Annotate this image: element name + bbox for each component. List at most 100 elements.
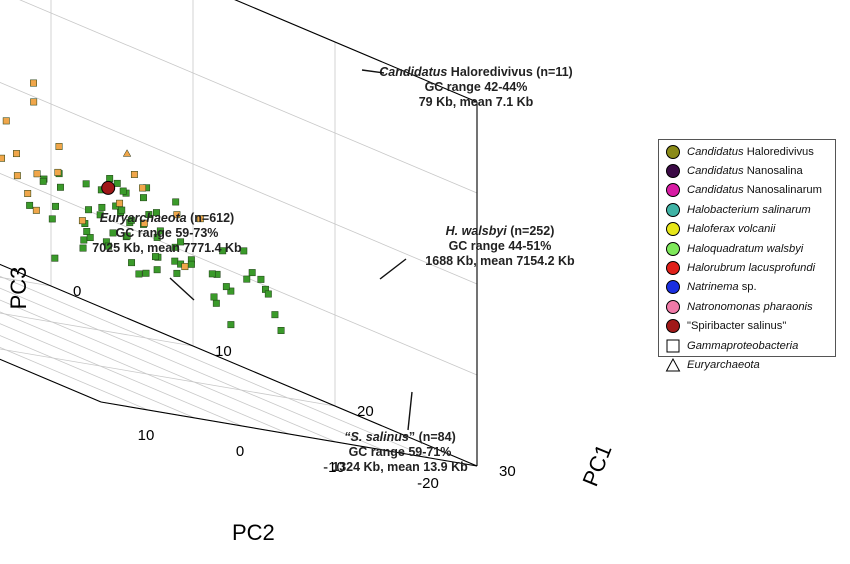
point-s-salinus: [177, 238, 185, 246]
tick-label-pc1: 0: [73, 283, 81, 300]
point-s-salinus: [153, 233, 161, 241]
point-gammaproteobacteria-orange: [139, 184, 147, 192]
point-s-salinus: [171, 257, 179, 265]
circle-marker-icon: [665, 279, 681, 295]
point-s-salinus: [240, 247, 248, 255]
triangle-marker-icon: [665, 357, 681, 373]
point-s-salinus: [96, 211, 104, 219]
point-gammaproteobacteria-orange: [32, 206, 40, 214]
point-gammaproteobacteria-orange: [116, 199, 124, 207]
top-edge: [234, 0, 478, 103]
floor-grid-line: [0, 264, 478, 467]
point-s-salinus: [227, 287, 235, 295]
point-gammaproteobacteria-orange: [30, 79, 37, 87]
legend-entry: Candidatus Nanosalinarum: [665, 181, 835, 200]
circle-marker-icon: [665, 182, 681, 198]
point-s-salinus: [51, 254, 59, 262]
annotation-leader-line: [379, 258, 407, 280]
point-s-salinus: [145, 211, 153, 219]
legend-entry: Natrinema sp.: [665, 278, 835, 297]
tick-label-pc2: 0: [236, 443, 244, 460]
point-s-salinus: [210, 293, 218, 301]
circle-marker-icon: [665, 260, 681, 276]
point-s-salinus: [135, 270, 143, 278]
point-s-salinus: [80, 236, 88, 244]
point-s-salinus: [109, 229, 117, 237]
point-s-salinus: [106, 175, 114, 182]
point-s-salinus: [172, 198, 180, 206]
point-s-salinus: [248, 269, 256, 277]
legend-label: "Spiribacter salinus": [687, 320, 787, 333]
circle-marker-icon: [665, 202, 681, 218]
point-s-salinus: [98, 203, 106, 211]
point-s-salinus: [56, 183, 64, 191]
point-gammaproteobacteria-orange: [2, 117, 10, 125]
ann-haloredivivus: Candidatus Haloredivivus (n=11) GC range …: [379, 65, 572, 109]
point-s-salinus: [86, 234, 94, 242]
point-s-salinus: [153, 209, 160, 217]
point-gammaproteobacteria-orange: [33, 170, 41, 178]
annotation-leader-line: [361, 69, 385, 74]
legend-label: Haloferax volcanii: [687, 223, 776, 236]
circle-marker-icon: [665, 144, 681, 160]
point-gammaproteobacteria-orange: [30, 98, 38, 106]
legend-entry: Candidatus Haloredivivus: [665, 142, 835, 161]
point-s-salinus: [171, 243, 179, 251]
circle-marker-icon: [665, 318, 681, 334]
tick-label-pc1: 20: [357, 403, 374, 420]
point-s-salinus: [219, 247, 227, 255]
legend-label: Natronomonas pharaonis: [687, 300, 813, 313]
wall-grid-line: [0, 264, 478, 467]
point-s-salinus: [173, 269, 181, 277]
point-s-salinus: [123, 232, 131, 240]
axis-label-pc1: PC1: [577, 441, 616, 490]
legend-entry: Gammaproteobacteria: [665, 336, 835, 355]
legend-entry: Euryarchaeota: [665, 355, 835, 374]
axis-line-pc2: [100, 401, 478, 467]
point-s-salinus: [271, 311, 279, 319]
point-gammaproteobacteria-orange: [181, 263, 189, 271]
wall-grid-line: [0, 173, 478, 376]
point-s-salinus: [212, 299, 220, 307]
point-gammaproteobacteria-orange: [54, 168, 62, 176]
floor-grid-line: [0, 335, 196, 419]
point-s-salinus: [113, 179, 121, 187]
legend-entry: Halorubrum lacusprofundi: [665, 258, 835, 277]
point-s-salinus: [82, 180, 90, 188]
point-s-salinus: [243, 275, 251, 283]
circle-marker-icon: [665, 163, 681, 179]
cluster-annotations: Candidatus Haloredivivus (n=11) GC range …: [92, 65, 575, 474]
point-s-salinus: [277, 327, 285, 334]
axis-label-pc2: PC2: [232, 520, 275, 545]
legend-label: Candidatus Haloredivivus: [687, 145, 814, 158]
floor-grid-line: [0, 299, 337, 443]
circle-marker-icon: [665, 299, 681, 315]
point-s-salinus: [128, 259, 136, 267]
axis-line-pc1: [0, 263, 478, 467]
ann-euryarchaeota: Euryarchaeota (n=612) GC range 59-73% 7025…: [92, 211, 242, 255]
point-gammaproteobacteria-orange: [140, 219, 148, 227]
point-s-salinus: [104, 242, 112, 250]
axes-grid: [0, 0, 478, 467]
point-s-salinus: [83, 228, 91, 235]
point-s-salinus: [142, 269, 150, 277]
legend-entry: Haloferax volcanii: [665, 220, 835, 239]
wall-grid-line: [234, 0, 478, 103]
point-gammaproteobacteria-orange: [196, 215, 204, 223]
point-gammaproteobacteria-orange: [55, 143, 63, 150]
floor-grid-line: [0, 275, 431, 459]
legend: Candidatus Haloredivivus Candidatus Nanos…: [658, 139, 836, 372]
point-gammaproteobacteria-orange: [173, 211, 181, 219]
legend-entry: "Spiribacter salinus": [665, 317, 835, 336]
point-s-salinus: [26, 201, 34, 209]
annotation-leader-line: [407, 391, 413, 431]
wall-grid-line: [19, 0, 478, 194]
legend-entry: Natronomonas pharaonis: [665, 297, 835, 316]
point-s-salinus: [264, 290, 272, 298]
legend-label: Natrinema sp.: [687, 281, 757, 294]
point-s-salinus: [208, 270, 216, 278]
floor-grid-line: [0, 311, 290, 435]
highlight-spiribacter-salinus: [101, 180, 116, 195]
square-marker-icon: [665, 338, 681, 354]
